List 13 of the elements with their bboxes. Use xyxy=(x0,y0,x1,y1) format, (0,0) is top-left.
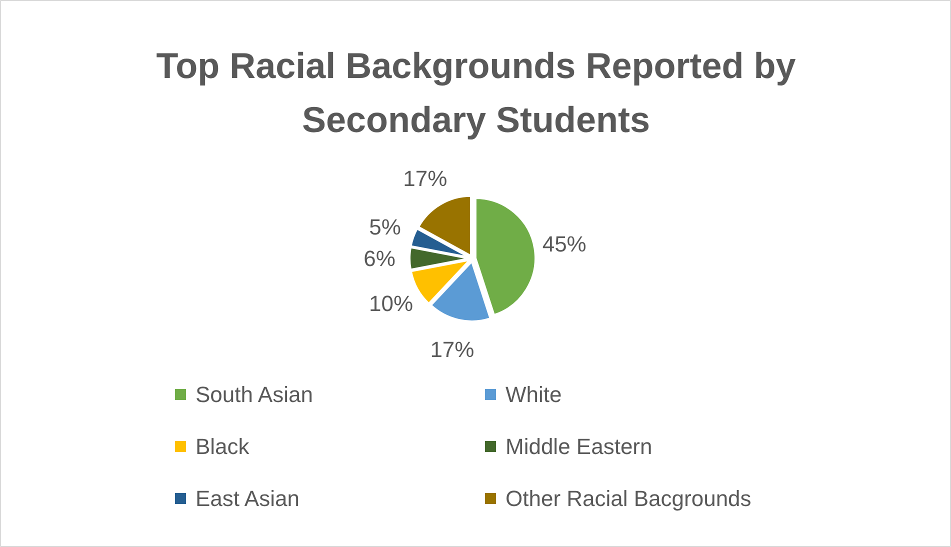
data-label: 5% xyxy=(369,214,401,240)
legend-label: East Asian xyxy=(196,486,300,511)
data-label: 17% xyxy=(403,166,448,191)
legend-label: South Asian xyxy=(196,382,313,407)
legend-label: Other Racial Bacgrounds xyxy=(506,486,752,511)
data-label: 45% xyxy=(542,231,586,256)
data-label: 17% xyxy=(430,336,474,362)
legend-label: Middle Eastern xyxy=(506,434,652,459)
data-label: 6% xyxy=(364,246,396,271)
chart-title: Top Racial Backgrounds Reported by Secondary Students xyxy=(156,45,796,140)
data-label: 10% xyxy=(368,290,414,316)
legend-label: White xyxy=(506,382,562,407)
legend-label: Black xyxy=(196,434,250,459)
